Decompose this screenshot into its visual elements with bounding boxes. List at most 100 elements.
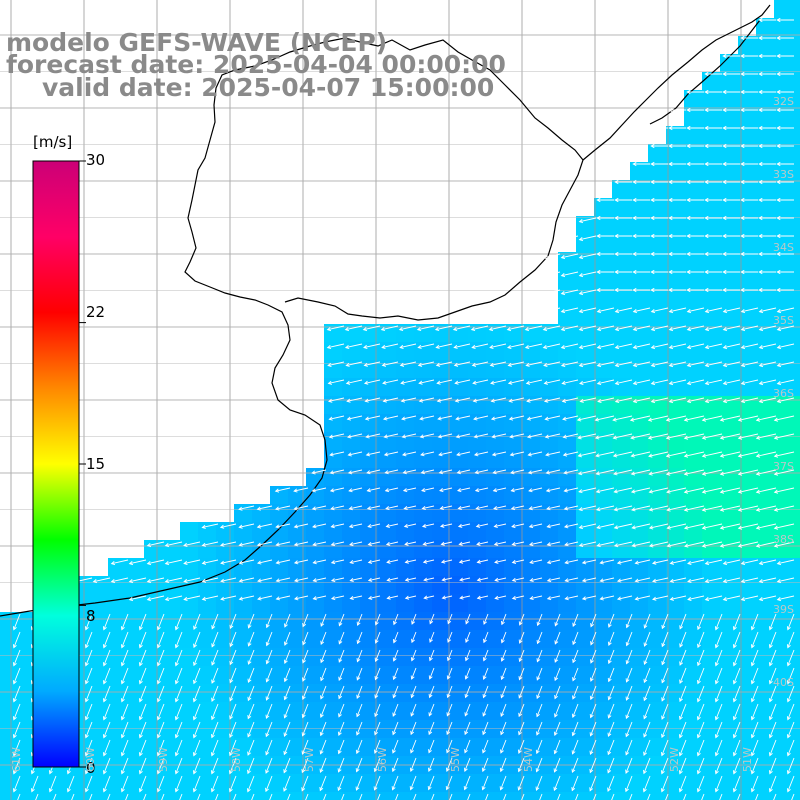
wind-speed-cell [792,702,800,720]
wind-speed-cell [756,522,774,540]
wind-arrow [346,379,363,384]
wind-speed-cell [108,774,126,792]
wind-arrow [454,343,471,348]
wind-speed-cell [360,558,378,576]
wind-arrow-head [612,435,617,440]
wind-arrow [383,415,399,420]
wind-arrow [356,739,363,754]
wind-speed-cell [432,738,450,756]
wind-arrow-head [527,452,532,457]
wind-arrow [667,523,687,529]
wind-arrow-head [400,380,405,385]
wind-arrow-head [701,417,707,422]
wind-arrow-head [589,787,594,792]
wind-arrow-head [661,624,666,630]
wind-arrow-head [740,269,745,275]
wind-speed-cell [180,792,198,800]
wind-arrow-head [138,662,143,667]
wind-speed-cell [540,414,558,432]
wind-arrow [787,721,795,738]
wind-speed-cell [774,144,792,162]
wind-arrow [349,505,363,510]
wind-arrow [543,271,561,277]
wind-arrow-head [156,716,161,721]
wind-speed-cell [450,342,468,360]
wind-arrow-head [174,698,179,703]
wind-arrow-head [589,732,594,737]
wind-arrow-head [678,752,683,757]
wind-arrow [175,721,183,738]
wind-speed-cell [576,648,594,666]
wind-arrow-head [174,716,179,721]
wind-arrow [103,757,111,774]
wind-arrow-head [312,560,317,565]
wind-arrow-head [773,453,779,458]
wind-arrow-head [755,507,761,512]
wind-arrow [777,307,795,313]
wind-speed-cell [234,792,252,800]
wind-arrow [518,739,525,754]
wind-speed-cell [90,792,108,800]
wind-arrow [738,505,759,511]
wind-speed-cell [486,486,504,504]
wind-speed-cell [630,234,648,252]
wind-speed-cell [162,666,180,684]
wind-speed-cell [342,486,360,504]
wind-speed-cell [792,342,800,360]
wind-speed-cell [180,720,198,738]
wind-arrow [139,685,147,702]
wind-arrow [564,505,579,510]
wind-arrow [741,559,759,565]
wind-arrow [454,361,471,366]
wind-speed-cell [252,558,270,576]
wind-arrow [774,469,795,475]
wind-arrow [669,397,687,403]
wind-speed-cell [126,792,144,800]
wind-arrow [661,739,669,756]
wind-arrow [683,793,687,800]
wind-speed-cell [144,738,162,756]
wind-arrow [536,649,543,662]
wind-arrow [350,559,363,564]
wind-arrow-head [666,489,671,494]
wind-speed-cell [702,162,720,180]
wind-arrow-head [607,696,612,701]
wind-arrow [455,379,471,384]
wind-speed-cell [324,522,342,540]
wind-speed-cell [504,396,522,414]
wind-speed-cell [486,666,504,684]
wind-arrow [705,379,723,385]
wind-speed-cell [486,792,504,800]
wind-speed-cell [792,648,800,666]
wind-arrow-head [257,578,262,583]
wind-speed-cell [612,792,630,800]
wind-arrow-head [668,309,674,314]
wind-arrow [381,325,399,331]
wind-arrow-head [527,470,533,475]
wind-arrow-head [701,507,707,512]
wind-arrow-head [665,435,671,440]
wind-arrow [614,523,633,529]
wind-arrow-head [500,694,505,699]
wind-arrow-head [319,768,324,773]
wind-arrow-head [265,678,270,683]
wind-speed-cell [792,378,800,396]
wind-arrow [175,631,183,648]
wind-arrow-head [632,197,637,203]
wind-speed-cell [126,720,144,738]
wind-arrow-head [589,750,594,755]
wind-arrow [375,631,381,644]
wind-arrow [720,469,741,475]
wind-speed-cell [594,684,612,702]
wind-arrow [350,595,363,600]
wind-arrow-head [737,435,743,440]
wind-arrow-head [704,327,710,332]
wind-arrow [697,721,705,738]
wind-arrow [579,325,597,331]
wind-arrow-head [740,233,745,239]
wind-speed-cell [486,522,504,540]
wind-arrow-head [174,626,179,631]
wind-arrow-head [201,596,207,601]
wind-speed-cell [306,594,324,612]
wind-speed-cell [648,612,666,630]
